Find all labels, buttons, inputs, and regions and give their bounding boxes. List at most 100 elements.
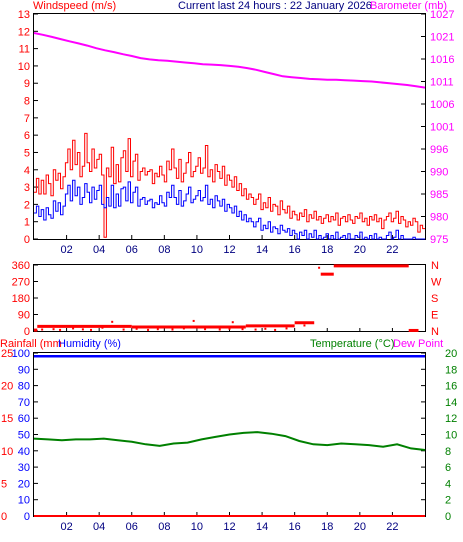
temp-x-tick-label: 20 bbox=[354, 521, 366, 533]
wind-y-tick-label: 1 bbox=[24, 217, 30, 229]
windspeed-title: Windspeed (m/s) bbox=[33, 0, 116, 12]
wind-y-tick-label: 10 bbox=[18, 61, 30, 73]
direction-point bbox=[192, 319, 195, 322]
dir-y-tick-label: 270 bbox=[12, 277, 30, 289]
rainfall-y-tick-label: 25 bbox=[1, 348, 13, 360]
baro-y-tick-label: 985 bbox=[430, 189, 448, 201]
direction-point bbox=[41, 328, 44, 331]
wind-y-tick-label: 3 bbox=[24, 182, 30, 194]
humidity-y-tick-label: 80 bbox=[18, 381, 30, 393]
wind-y-tick-label: 5 bbox=[24, 147, 30, 159]
baro-y-tick-label: 1011 bbox=[430, 77, 454, 89]
wind-y-tick-label: 0 bbox=[24, 234, 30, 246]
direction-point bbox=[303, 324, 306, 327]
direction-point bbox=[182, 327, 185, 330]
direction-panel-frame bbox=[33, 264, 426, 332]
temp-x-tick-label: 16 bbox=[289, 521, 301, 533]
direction-point bbox=[274, 328, 277, 331]
temperature-label: Temperature (°C) bbox=[310, 338, 394, 350]
direction-point bbox=[228, 327, 231, 330]
rainfall-y-tick-label: 15 bbox=[1, 413, 13, 425]
direction-point bbox=[122, 328, 125, 331]
dir-y-tick-label: 0 bbox=[24, 326, 30, 338]
temperature-line bbox=[33, 431, 426, 451]
rainfall-y-tick-label: 10 bbox=[1, 446, 13, 458]
temp-y-tick-label: 16 bbox=[445, 381, 457, 393]
temp-x-tick-label: 10 bbox=[191, 521, 203, 533]
baro-y-tick-label: 1006 bbox=[430, 99, 454, 111]
humidity-y-tick-label: 70 bbox=[18, 397, 30, 409]
wind-y-tick-label: 11 bbox=[19, 44, 30, 56]
baro-y-tick-label: 990 bbox=[430, 167, 448, 179]
wind-x-tick-label: 08 bbox=[158, 244, 170, 256]
humidity-y-tick-label: 0 bbox=[24, 511, 30, 523]
baro-y-tick-label: 980 bbox=[430, 212, 448, 224]
baro-y-tick-label: 975 bbox=[430, 234, 448, 246]
humidity-y-tick-label: 10 bbox=[18, 495, 30, 507]
wind-gust-line bbox=[34, 132, 425, 238]
humidity-y-tick-label: 40 bbox=[18, 446, 30, 458]
direction-point bbox=[90, 328, 93, 331]
temp-y-tick-label: 12 bbox=[445, 413, 457, 425]
humidity-y-tick-label: 50 bbox=[18, 430, 30, 442]
temp-y-tick-label: 4 bbox=[445, 478, 451, 490]
direction-point bbox=[285, 327, 288, 330]
direction-point bbox=[52, 328, 55, 331]
wind-y-tick-label: 9 bbox=[24, 78, 30, 90]
wind-y-tick-label: 13 bbox=[18, 9, 30, 21]
compass-tick-label: N bbox=[431, 326, 439, 338]
direction-point bbox=[318, 266, 321, 269]
rainfall-label: Rainfall (mm bbox=[0, 338, 62, 350]
direction-point bbox=[171, 328, 174, 331]
direction-point bbox=[254, 328, 257, 331]
direction-point bbox=[147, 328, 150, 331]
temp-y-tick-label: 20 bbox=[445, 348, 457, 360]
direction-point bbox=[111, 320, 114, 323]
dewpoint-label: Dew Point bbox=[393, 338, 443, 350]
baro-y-tick-label: 1027 bbox=[430, 9, 454, 21]
temp-y-tick-label: 0 bbox=[445, 511, 451, 523]
barometer-line bbox=[33, 32, 426, 89]
dir-y-tick-label: 180 bbox=[12, 293, 30, 305]
temp-y-tick-label: 18 bbox=[445, 364, 457, 376]
wind-panel-frame bbox=[33, 13, 426, 240]
temp-x-tick-label: 14 bbox=[256, 521, 268, 533]
temp-x-tick-label: 06 bbox=[126, 521, 138, 533]
wind-y-tick-label: 4 bbox=[24, 165, 30, 177]
direction-point bbox=[81, 328, 84, 331]
chart-marks: 0123456789101112139759809859909961001100… bbox=[1, 9, 457, 533]
temp-x-tick-label: 22 bbox=[386, 521, 398, 533]
compass-tick-label: N bbox=[431, 260, 439, 272]
dir-y-tick-label: 90 bbox=[18, 310, 30, 322]
wind-y-tick-label: 7 bbox=[24, 113, 30, 125]
rainfall-y-tick-label: 20 bbox=[1, 381, 13, 393]
baro-y-tick-label: 1016 bbox=[430, 54, 454, 66]
wind-average-line bbox=[34, 179, 425, 240]
direction-point bbox=[231, 321, 234, 324]
temp-x-tick-label: 18 bbox=[321, 521, 333, 533]
direction-point bbox=[264, 327, 267, 330]
wind-x-tick-label: 16 bbox=[289, 244, 301, 256]
temp-y-tick-label: 14 bbox=[445, 397, 457, 409]
wind-y-tick-label: 2 bbox=[24, 199, 30, 211]
barometer-title: Barometer (mb) bbox=[370, 0, 447, 12]
direction-point bbox=[241, 328, 244, 331]
humidity-y-tick-label: 90 bbox=[18, 364, 30, 376]
baro-y-tick-label: 1001 bbox=[430, 122, 454, 134]
temp-y-tick-label: 8 bbox=[445, 446, 451, 458]
direction-point bbox=[59, 328, 62, 331]
dir-y-tick-label: 360 bbox=[12, 260, 30, 272]
baro-y-tick-label: 996 bbox=[430, 144, 448, 156]
wind-x-tick-label: 04 bbox=[93, 244, 105, 256]
wind-x-tick-label: 22 bbox=[386, 244, 398, 256]
wind-x-tick-label: 18 bbox=[321, 244, 333, 256]
wind-x-tick-label: 12 bbox=[223, 244, 235, 256]
temp-x-tick-label: 02 bbox=[60, 521, 72, 533]
temp-y-tick-label: 10 bbox=[445, 430, 457, 442]
humidity-y-tick-label: 20 bbox=[18, 478, 30, 490]
wind-y-tick-label: 8 bbox=[24, 96, 30, 108]
temp-x-tick-label: 12 bbox=[223, 521, 235, 533]
rainfall-y-tick-label: 5 bbox=[1, 478, 7, 490]
wind-y-tick-label: 12 bbox=[18, 26, 30, 38]
